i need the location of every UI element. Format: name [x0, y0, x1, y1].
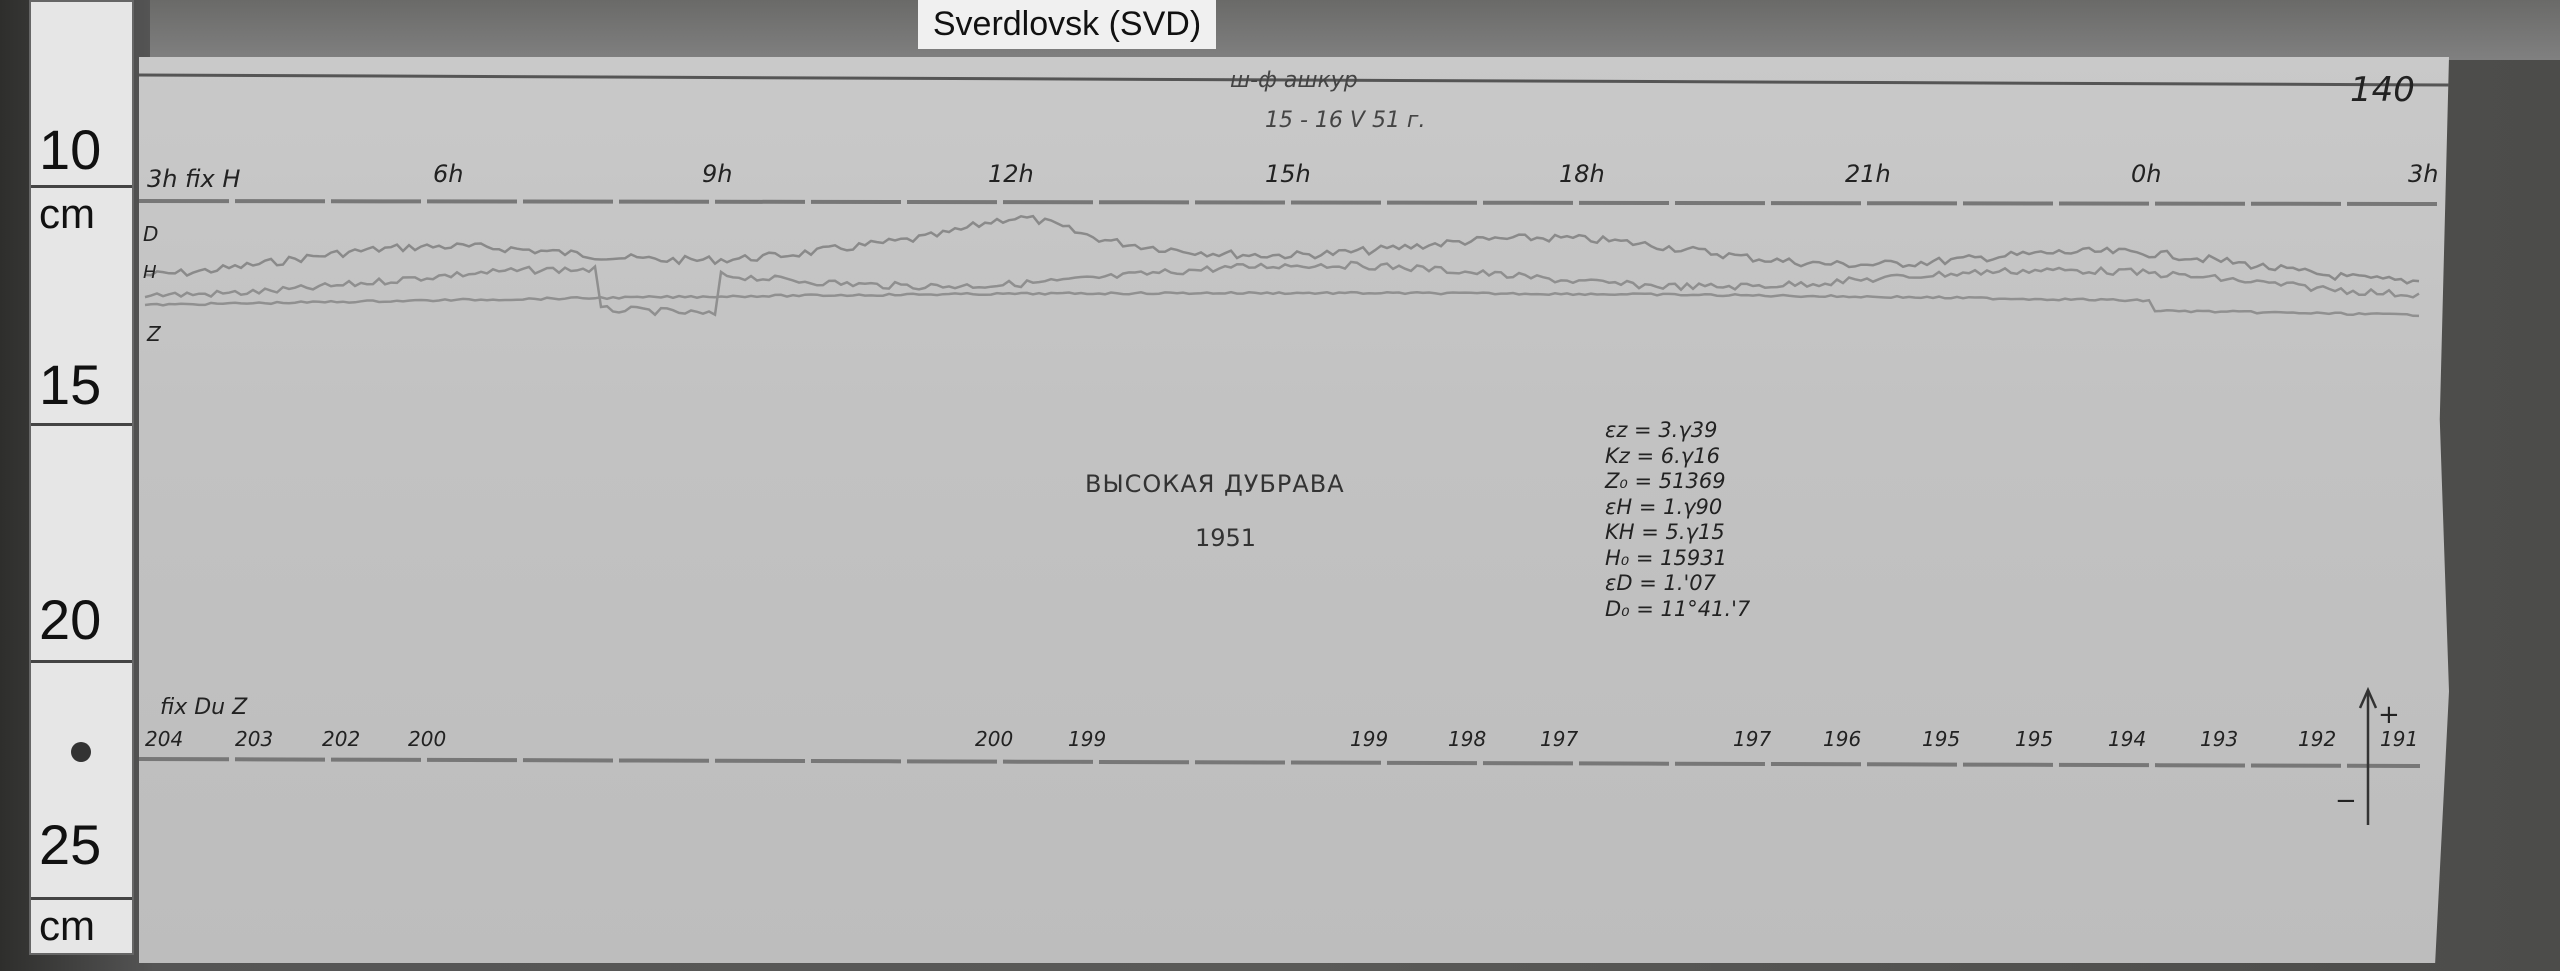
record-date: 15 - 16 V 51 г. [1265, 108, 1426, 133]
magnetogram-sheet [139, 57, 2449, 963]
fix-h-label: fix H [185, 165, 241, 193]
hour-label: 15h [1265, 160, 1311, 188]
hour-label: 3h [2408, 160, 2439, 188]
ruler-label: cm [39, 190, 95, 237]
z-scale-value: 199 [1350, 727, 1389, 751]
constant-line: KH = 5.γ15 [1605, 520, 1725, 544]
z-scale-value: 203 [235, 727, 274, 751]
hour-label: 18h [1559, 160, 1605, 188]
z-scale-value: 196 [1823, 727, 1862, 751]
station-label: Sverdlovsk (SVD) [918, 0, 1216, 49]
z-scale-value: 195 [1922, 727, 1961, 751]
constant-line: H₀ = 15931 [1605, 545, 1727, 570]
trace-d [144, 214, 2420, 285]
mounting-strip [150, 0, 2560, 60]
constant-line: εD = 1.'07 [1605, 571, 1716, 595]
plus-sign: + [2378, 700, 2400, 730]
constant-line: Kz = 6.γ16 [1605, 443, 1720, 468]
hour-label: 3h [147, 165, 178, 193]
trace-label-d: D [143, 222, 159, 246]
constant-line: Z₀ = 51369 [1605, 469, 1726, 493]
z-scale-value: 191 [2380, 727, 2419, 751]
z-baseline [138, 757, 2421, 768]
trace-h [144, 260, 2420, 317]
pin-hole [71, 742, 91, 762]
z-scale-value: 194 [2108, 727, 2147, 751]
z-scale-value: 192 [2298, 727, 2337, 751]
hour-label: 6h [433, 160, 464, 188]
trace-label-z: Z [147, 322, 161, 346]
constant-line: D₀ = 11°41.'7 [1605, 596, 1751, 621]
z-scale-value: 200 [408, 727, 447, 751]
trace-label-h: H [143, 262, 157, 283]
time-baseline [138, 199, 2441, 206]
sheet-number: 140 [2350, 70, 2415, 110]
z-scale-value: 198 [1448, 727, 1487, 751]
z-scale-value: 202 [322, 727, 361, 751]
arrow-head-icon [2358, 686, 2378, 709]
z-scale-value: 197 [1540, 727, 1579, 751]
hour-label: 21h [1845, 160, 1891, 188]
constant-line: εH = 1.γ90 [1605, 494, 1723, 519]
z-scale-value: 193 [2200, 727, 2239, 751]
hour-label: 0h [2131, 160, 2162, 188]
calibration-constants: εz = 3.γ39 Kz = 6.γ16 Z₀ = 51369 εH = 1.γ90… [1605, 418, 1750, 622]
z-scale-value: 195 [2015, 727, 2054, 751]
z-scale-value: 200 [975, 727, 1014, 751]
trace-z [144, 290, 2420, 318]
header-scrawl: ш-ф ашкур [1230, 68, 1358, 93]
ruler-label: 20 [39, 588, 102, 651]
z-scale-value: 204 [145, 727, 184, 751]
ruler-label: 10 [39, 118, 102, 181]
hour-label: 9h [702, 160, 733, 188]
cm-ruler: 10 cm 15 20 25 cm [29, 0, 134, 955]
fix-du-z-label: fix Du Z [160, 695, 248, 720]
ruler-label: cm [39, 902, 95, 949]
station-title: ВЫСОКАЯ ДУБРАВА [1085, 470, 1345, 498]
top-edge-line [138, 73, 2450, 87]
hour-label: 12h [988, 160, 1034, 188]
minus-sign: − [2335, 786, 2357, 816]
z-scale-value: 199 [1068, 727, 1107, 751]
constant-line: εz = 3.γ39 [1605, 418, 1718, 442]
ruler-label: 15 [39, 353, 102, 416]
year-label: 1951 [1195, 524, 1257, 552]
z-scale-value: 197 [1733, 727, 1772, 751]
ruler-label: 25 [39, 813, 102, 876]
